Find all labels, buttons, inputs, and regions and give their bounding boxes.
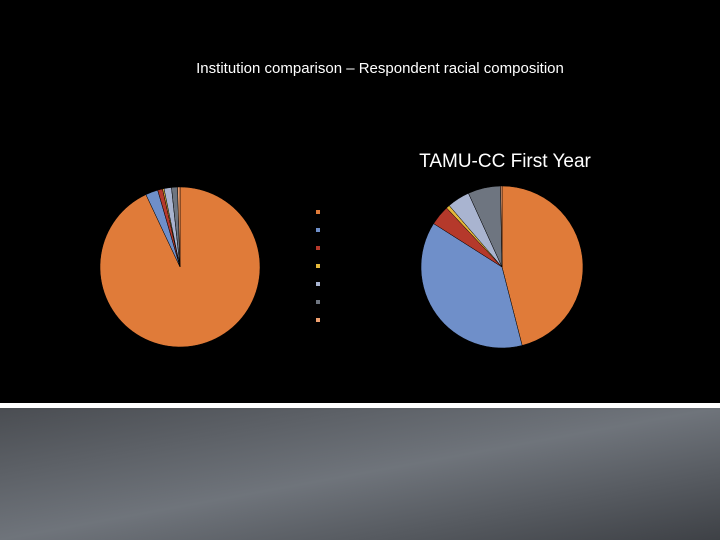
pie-slice [501, 185, 584, 346]
footer-panel [0, 408, 720, 540]
legend-marker [316, 210, 320, 214]
pie-slice [420, 223, 523, 349]
chart-title: TAMU-CC First Year [419, 151, 591, 172]
legend-marker [316, 264, 320, 268]
slide-title: Institution comparison – Respondent raci… [196, 60, 564, 77]
legend-marker [316, 282, 320, 286]
pie-slice [177, 186, 181, 268]
pie-slice [500, 185, 503, 268]
legend-marker [316, 228, 320, 232]
legend-marker [316, 318, 320, 322]
divider [0, 403, 720, 408]
legend-marker [316, 300, 320, 304]
legend-marker [316, 246, 320, 250]
